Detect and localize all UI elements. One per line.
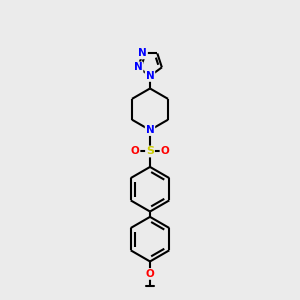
Text: N: N [138, 48, 147, 59]
Text: N: N [146, 71, 154, 81]
Text: O: O [146, 269, 154, 279]
Text: S: S [146, 146, 154, 157]
Text: N: N [134, 62, 142, 72]
Text: N: N [146, 125, 154, 135]
Text: O: O [131, 146, 140, 157]
Text: O: O [160, 146, 169, 157]
